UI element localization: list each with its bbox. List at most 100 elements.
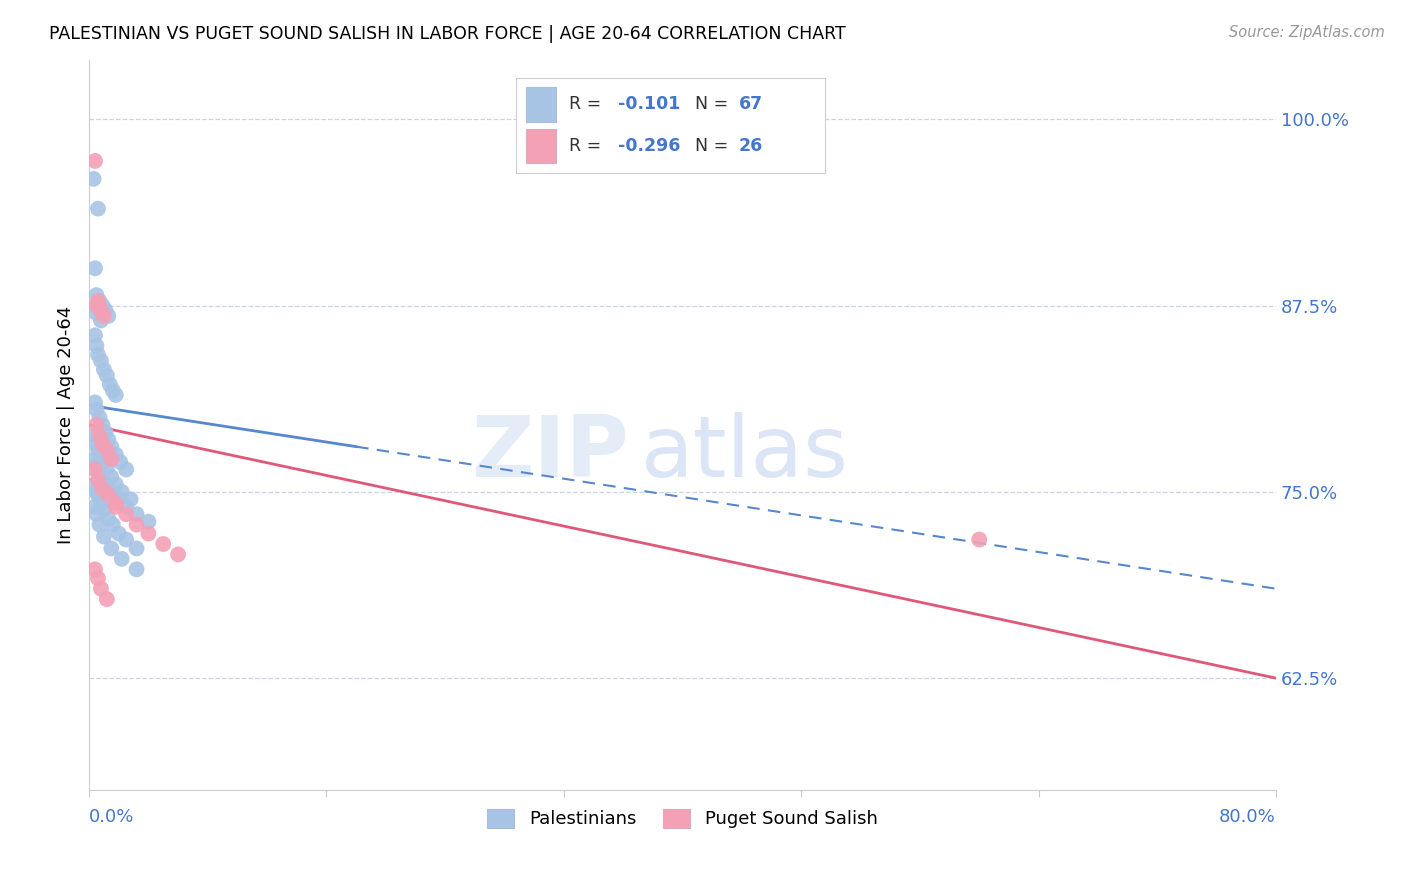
Point [91,417,114,432]
Point [86,417,108,432]
Point [100,541,122,556]
Point [91,482,114,496]
Point [87,294,110,309]
Point [96,368,118,383]
Point [138,526,160,541]
Text: atlas: atlas [641,412,849,495]
Point [97,488,120,502]
Point [86,402,108,417]
Point [91,299,114,313]
Point [104,448,127,462]
Point [125,541,148,556]
Point [91,473,114,487]
Text: ZIP: ZIP [471,412,628,495]
Point [87,488,110,502]
Point [86,437,108,451]
Point [89,428,111,442]
Point [97,433,120,447]
Point [84,462,107,476]
Point [89,517,111,532]
Text: PALESTINIAN VS PUGET SOUND SALISH IN LABOR FORCE | AGE 20-64 CORRELATION CHART: PALESTINIAN VS PUGET SOUND SALISH IN LAB… [49,25,846,43]
Point [94,303,117,318]
Point [90,313,112,327]
Point [100,484,122,499]
Point [96,443,118,458]
Point [86,484,108,499]
Point [100,440,122,454]
Point [84,562,107,576]
Point [96,592,118,607]
Point [97,511,120,525]
Point [107,526,129,541]
Point [115,533,138,547]
Point [94,425,117,440]
Point [104,500,127,514]
Point [86,507,108,521]
Point [111,552,134,566]
Point [115,507,138,521]
Point [84,500,107,514]
Point [87,348,110,362]
Point [89,410,111,425]
Point [84,395,107,409]
Point [125,517,148,532]
Point [87,571,110,585]
Point [101,517,124,532]
Point [93,362,115,376]
Point [87,473,110,487]
Point [89,467,111,481]
Point [84,477,107,491]
Point [93,309,115,323]
Point [107,492,129,507]
Point [104,477,127,491]
Y-axis label: In Labor Force | Age 20-64: In Labor Force | Age 20-64 [58,306,75,544]
Point [91,437,114,451]
Point [90,353,112,368]
Point [90,497,112,511]
Text: Source: ZipAtlas.com: Source: ZipAtlas.com [1229,25,1385,40]
Point [125,562,148,576]
Point [87,202,110,216]
Point [84,452,107,467]
Text: 80.0%: 80.0% [1219,808,1277,826]
Point [86,458,108,472]
Point [83,171,105,186]
Point [138,515,160,529]
Point [115,462,138,476]
Point [90,448,112,462]
Point [152,537,174,551]
Point [84,328,107,343]
Point [96,477,118,491]
Point [86,299,108,313]
Legend: Palestinians, Puget Sound Salish: Palestinians, Puget Sound Salish [479,802,884,836]
Point [89,294,111,309]
Point [104,497,127,511]
Point [167,548,190,562]
Point [86,306,108,320]
Point [104,388,127,402]
Point [84,153,107,168]
Point [110,455,132,469]
Point [93,502,115,516]
Point [120,492,142,507]
Text: 0.0%: 0.0% [89,808,135,826]
Point [86,299,108,313]
Point [97,309,120,323]
Point [84,428,107,442]
Point [84,261,107,276]
Point [87,443,110,458]
Point [96,462,118,476]
Point [86,339,108,353]
Point [90,303,112,318]
Point [967,533,990,547]
Point [90,582,112,596]
Point [111,484,134,499]
Point [125,507,148,521]
Point [115,500,138,514]
Point [98,377,121,392]
Point [93,455,115,469]
Point [86,288,108,302]
Point [100,452,122,467]
Point [100,470,122,484]
Point [93,530,115,544]
